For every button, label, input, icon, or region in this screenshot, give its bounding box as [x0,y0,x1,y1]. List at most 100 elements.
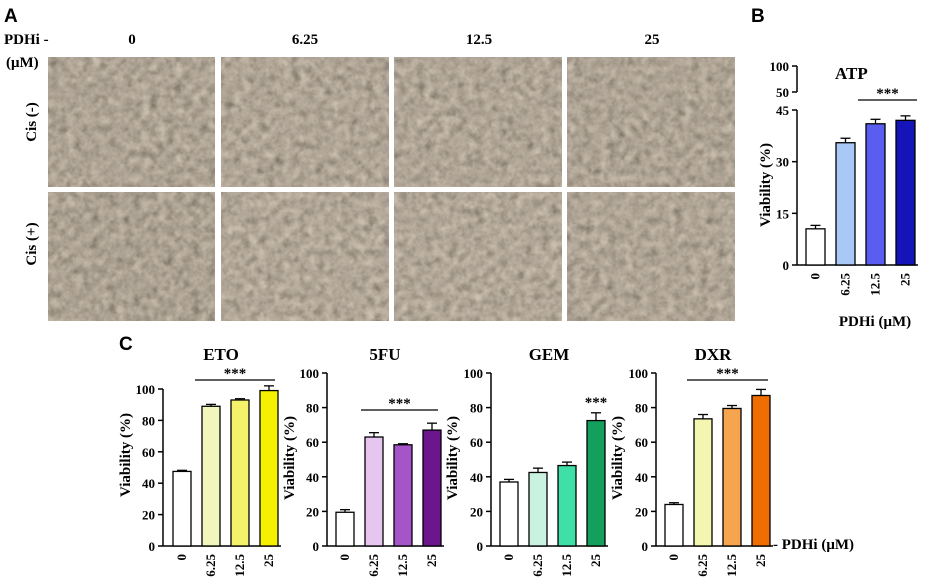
significance-label: *** [224,366,247,382]
bar-25 [259,389,279,547]
x-tick-label: 25 [753,554,768,568]
micrograph-cis-plus-0 [48,192,215,321]
y-tick-label: 100 [300,366,320,381]
x-tick-label: 0 [808,273,823,280]
bar-12-5 [393,444,413,547]
y-tick-label: 15 [776,206,790,221]
bar-25 [751,394,771,547]
pdhi-label: PDHi - [4,32,49,48]
chart-title: 5FU [369,345,400,364]
bar-6-25 [528,471,548,547]
y-tick-label: 0 [783,258,790,273]
x-tick-label: 12.5 [395,554,410,577]
chart-eto: ETO Viability (%) 0 20 40 60 80 100 0 6.25 12.5 25 *… [118,345,281,577]
y-axis-label: Viability (%) [445,416,461,500]
significance-label: *** [585,395,608,411]
x-tick-label: 12.5 [868,273,883,296]
x-tick-label: 6.25 [366,554,381,577]
y-tick-label: 40 [635,470,648,485]
y-tick-label: 20 [635,504,648,519]
x-tick-label: 6.25 [838,273,853,296]
y-tick-label: 20 [470,504,483,519]
chart-title: GEM [529,345,570,364]
y-tick-label: 40 [470,470,483,485]
bar-6-25 [835,142,856,266]
panel-label-b: B [751,6,765,27]
x-tick-label: 25 [424,554,439,568]
bar-12-5 [722,407,742,547]
row-label-cis-plus: Cis (+) [24,222,40,265]
x-tick-label: 0 [337,554,352,561]
y-tick-label: 45 [776,103,790,118]
bar-6-25 [693,418,713,547]
bar-25 [895,119,916,266]
chart-title: DXR [695,345,733,364]
x-tick-label: 12.5 [232,554,247,577]
y-tick-label: 60 [470,435,483,450]
significance-label: *** [716,366,739,382]
x-tick-label: 0 [174,554,189,561]
pdhi-unit-label: (μM) [6,55,39,71]
bar-25 [586,419,606,547]
bar-25 [422,429,442,547]
bar-0 [172,470,192,547]
y-tick-label: 40 [306,470,319,485]
bar-12-5 [865,123,886,266]
significance-label: *** [876,86,899,102]
dose-label-0: 0 [128,32,136,48]
x-tick-label: 12.5 [724,554,739,577]
bar-0 [335,511,355,547]
x-tick-label: 6.25 [695,554,710,577]
dose-label-6-25: 6.25 [292,32,318,48]
micrograph-cis-plus-12-5 [394,192,562,321]
micrograph-grid [48,57,735,321]
bar-0 [664,503,684,547]
x-axis-label: - PDHi (μM) [773,537,854,553]
micrograph-cis-minus-25 [567,57,735,187]
micrograph-cis-minus-0 [48,57,215,187]
dose-label-25: 25 [645,32,660,48]
chart-5fu: 5FU Viability (%) 0 20 40 60 80 100 0 6.25 12.5 25 *… [282,345,444,577]
y-tick-label: 100 [464,366,484,381]
bar-6-25 [201,405,221,547]
y-tick-label: 40 [142,476,155,491]
chart-dxr: DXR Viability (%) 0 20 40 60 80 100 0 6.25 12.5 25 *… [610,345,854,577]
bar-12-5 [230,399,250,547]
y-tick-label: 30 [776,155,789,170]
row-label-cis-minus: Cis (-) [24,102,40,142]
y-tick-label: 50 [776,85,789,100]
chart-gem: GEM Viability (%) 0 20 40 60 80 100 0 6.25 12.5 25 *… [445,345,608,577]
bar-6-25 [364,436,384,547]
micrograph-cis-minus-12-5 [394,57,562,187]
y-axis-label: Viability (%) [118,413,134,497]
chart-title: ETO [203,345,239,364]
chart-atp: ATP Viability (%) 0 15 30 45 50 100 0 6.25 12.5 25 *… [758,59,918,330]
y-tick-label: 80 [142,413,155,428]
y-tick-label: 80 [470,401,483,416]
y-tick-label: 0 [642,539,649,554]
micrograph-cis-plus-25 [567,192,735,321]
bar-0 [805,228,826,266]
y-tick-label: 0 [149,539,156,554]
panel-label-a: A [4,6,18,27]
panel-label-c: C [119,334,133,355]
dose-label-12-5: 12.5 [466,32,492,48]
y-tick-label: 100 [629,366,649,381]
micrograph-cis-minus-6-25 [221,57,389,187]
y-tick-label: 80 [635,401,648,416]
x-tick-label: 25 [898,273,913,287]
y-tick-label: 20 [306,504,319,519]
bar-12-5 [557,464,577,547]
x-tick-label: 6.25 [203,554,218,577]
x-tick-label: 25 [588,554,603,568]
x-tick-label: 12.5 [559,554,574,577]
chart-title: ATP [835,64,868,83]
y-tick-label: 100 [136,382,156,397]
x-tick-label: 6.25 [530,554,545,577]
y-tick-label: 20 [142,508,155,523]
y-axis-label: Viability (%) [610,416,626,500]
y-tick-label: 100 [770,59,790,74]
bar-0 [499,481,519,547]
x-tick-label: 25 [261,554,276,568]
